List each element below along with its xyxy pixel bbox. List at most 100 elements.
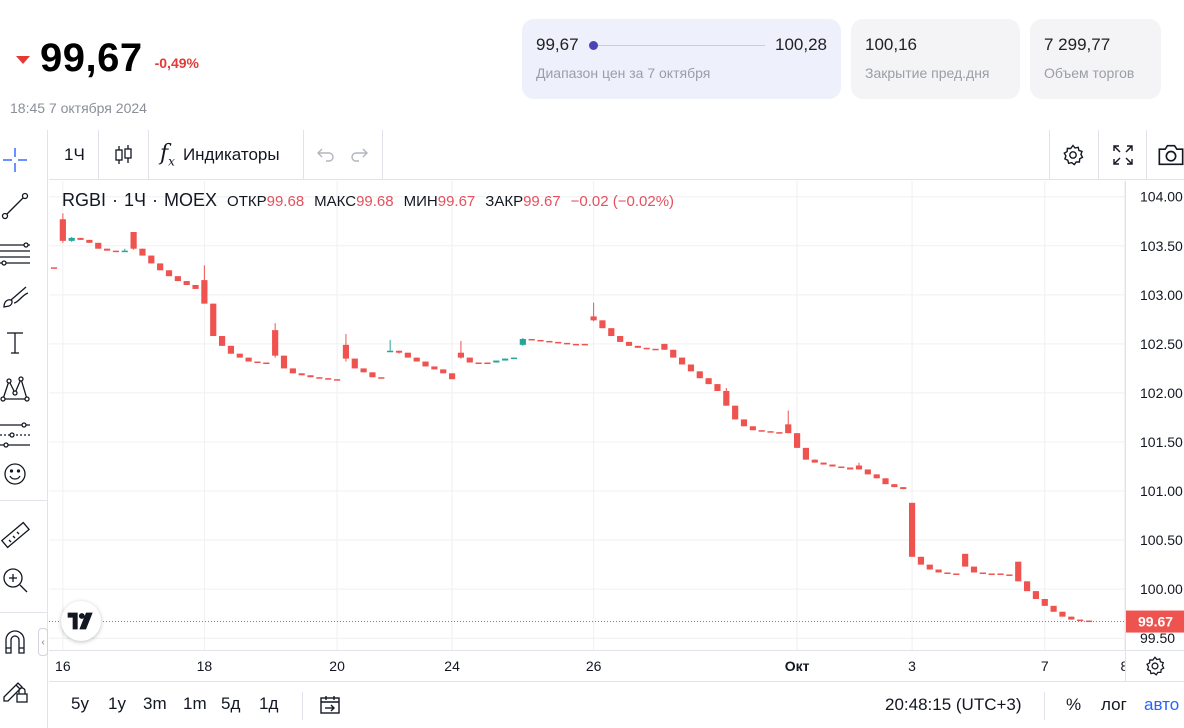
candle: [245, 357, 252, 362]
candle-body: [95, 242, 102, 249]
auto-toggle[interactable]: авто: [1144, 695, 1180, 714]
legend-low-label: МИН: [403, 193, 438, 210]
candle-body: [316, 377, 323, 379]
time-axis: 16 18 20 24 26 Окт 3 7 8: [55, 658, 1128, 674]
candle: [272, 323, 279, 358]
tradingview-logo-icon: [67, 612, 93, 630]
range-1d-button[interactable]: 1д: [259, 694, 279, 713]
range-3m-button[interactable]: 3m: [143, 694, 167, 713]
price-tick-label: 100.00: [1140, 581, 1183, 597]
lock-pencil-icon[interactable]: [0, 670, 30, 706]
price-axis: 104.00 103.50 103.00 102.50 102.00 101.50 101.…: [1126, 189, 1184, 646]
candle-body: [652, 348, 659, 351]
candle: [900, 487, 907, 490]
candle-body: [528, 338, 535, 341]
candle-body: [121, 250, 128, 253]
last-price-badge: [1126, 610, 1184, 633]
candle: [1059, 611, 1066, 617]
candle: [590, 302, 597, 322]
forecast-icon[interactable]: [0, 416, 30, 452]
candle-body: [546, 340, 553, 343]
range-1m-button[interactable]: 1m: [183, 694, 207, 713]
candle: [917, 556, 925, 565]
candles-icon[interactable]: [111, 130, 135, 180]
emoji-icon[interactable]: [0, 456, 30, 492]
candle-body: [395, 350, 403, 353]
candle-body: [864, 469, 871, 475]
candle: [723, 388, 730, 406]
candle-body: [183, 281, 190, 286]
fib-levels-icon[interactable]: [0, 234, 30, 270]
candle: [227, 345, 235, 354]
log-toggle[interactable]: лог: [1101, 695, 1127, 714]
candle-body: [953, 573, 960, 575]
indicators-button[interactable]: fx Индикаторы: [160, 130, 280, 180]
day-range-card: 99,67 100,28 Диапазон цен за 7 октября: [522, 19, 841, 99]
candle-body: [749, 426, 756, 431]
candle-body: [732, 405, 739, 420]
price-scale[interactable]: 104.00 103.50 103.00 102.50 102.00 101.50 101.…: [1125, 181, 1184, 650]
candle: [1085, 620, 1093, 623]
candle-body: [519, 338, 526, 345]
candlestick-chart[interactable]: [49, 181, 1125, 650]
clock-timezone[interactable]: 20:48:15 (UTC+3): [885, 695, 1022, 714]
candle-body: [298, 373, 305, 376]
candle-body: [767, 431, 774, 433]
candle-body: [502, 358, 509, 361]
candle-body: [369, 372, 376, 378]
price-tick-label: 99.50: [1140, 630, 1175, 646]
gear-icon[interactable]: [1061, 130, 1085, 180]
pattern-icon[interactable]: [0, 370, 30, 406]
camera-icon[interactable]: [1157, 130, 1184, 180]
brush-icon[interactable]: [0, 278, 30, 314]
candle: [599, 320, 606, 329]
candle: [926, 564, 933, 570]
candle: [404, 352, 411, 358]
candle-body: [723, 390, 730, 406]
candle-body: [165, 270, 173, 277]
range-5y-button[interactable]: 5y: [71, 694, 89, 713]
candle: [466, 357, 473, 363]
chart-pane[interactable]: [49, 181, 1125, 650]
candle: [1015, 561, 1022, 582]
magnet-icon[interactable]: [0, 624, 30, 660]
price-row: 99,67 -0,49%: [16, 36, 199, 81]
fullscreen-icon[interactable]: [1111, 130, 1135, 180]
chart-legend: RGBI · 1Ч · MOEX ОТКР 99.68 МАКС 99.68 МИН…: [62, 190, 674, 211]
axis-settings-button[interactable]: [1125, 650, 1184, 681]
legend-symbol: RGBI: [62, 190, 107, 210]
time-scale[interactable]: 16 18 20 24 26 Окт 3 7 8: [49, 650, 1128, 681]
trendline-icon[interactable]: [0, 188, 30, 224]
candle: [316, 377, 323, 379]
zoom-in-icon[interactable]: [0, 562, 30, 598]
candle-body: [962, 553, 969, 567]
candle: [873, 474, 880, 479]
tradingview-logo[interactable]: [61, 601, 101, 641]
crosshair-icon[interactable]: [0, 142, 30, 178]
candle: [617, 336, 624, 342]
range-1y-button[interactable]: 1y: [108, 694, 126, 713]
candle-body: [280, 355, 288, 369]
ruler-icon[interactable]: [0, 518, 30, 554]
candle-body: [908, 502, 916, 557]
candle-body: [404, 352, 411, 358]
legend-low: 99.67: [437, 193, 476, 210]
text-icon[interactable]: [0, 324, 30, 360]
legend-close: 99.67: [523, 193, 561, 210]
percent-toggle[interactable]: %: [1066, 695, 1082, 714]
candle-body: [457, 352, 465, 358]
candle: [342, 334, 350, 362]
redo-icon[interactable]: [348, 130, 372, 180]
candle: [210, 303, 217, 337]
calendar-icon[interactable]: [318, 693, 342, 722]
range-5d-button[interactable]: 5д: [221, 694, 241, 713]
candle: [988, 573, 995, 575]
collapse-toolbar-button[interactable]: ‹: [38, 628, 48, 656]
interval-button[interactable]: 1Ч: [64, 145, 85, 164]
candle: [970, 566, 978, 573]
candle-body: [873, 474, 880, 479]
candle-body: [210, 303, 217, 337]
undo-icon[interactable]: [313, 130, 337, 180]
candle: [510, 357, 518, 360]
candle-body: [581, 343, 588, 346]
